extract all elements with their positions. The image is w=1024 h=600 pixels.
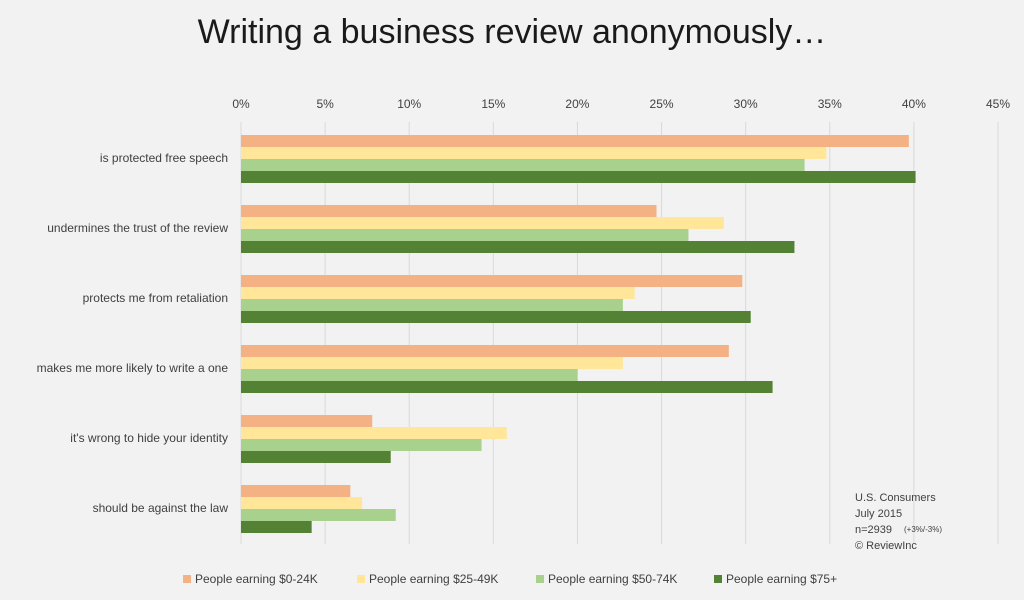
legend-label: People earning $0-24K: [195, 572, 318, 586]
y-tick-label: it's wrong to hide your identity: [70, 431, 228, 445]
x-tick-label: 45%: [986, 97, 1010, 111]
annotation: n=2939: [855, 524, 892, 536]
bar: [241, 345, 729, 357]
legend-swatch: [714, 575, 722, 583]
x-tick-label: 5%: [316, 97, 334, 111]
bar: [241, 427, 507, 439]
x-tick-label: 20%: [565, 97, 589, 111]
x-tick-label: 15%: [481, 97, 505, 111]
legend-label: People earning $75+: [726, 572, 837, 586]
bar: [241, 521, 312, 533]
bar: [241, 241, 795, 253]
bar: [241, 497, 363, 509]
x-tick-label: 0%: [232, 97, 250, 111]
x-tick-label: 40%: [902, 97, 926, 111]
annotation: July 2015: [855, 508, 902, 520]
bar: [241, 357, 623, 369]
x-tick-label: 10%: [397, 97, 421, 111]
x-tick-label: 35%: [818, 97, 842, 111]
legend-swatch: [536, 575, 544, 583]
annotation: (+3%/-3%): [904, 525, 942, 534]
y-tick-label: makes me more likely to write a one: [37, 361, 229, 375]
bar: [241, 381, 773, 393]
bar: [241, 287, 635, 299]
bar: [241, 485, 351, 497]
y-tick-label: should be against the law: [93, 501, 229, 515]
bar: [241, 509, 396, 521]
y-tick-label: protects me from retaliation: [83, 291, 228, 305]
y-tick-label: is protected free speech: [100, 151, 228, 165]
legend-label: People earning $25-49K: [369, 572, 498, 586]
bar: [241, 229, 689, 241]
annotation: U.S. Consumers: [855, 492, 936, 504]
legend-swatch: [357, 575, 365, 583]
bar: [241, 217, 724, 229]
chart-title: Writing a business review anonymously…: [198, 13, 827, 51]
bar: [241, 135, 909, 147]
bar: [241, 369, 578, 381]
y-tick-label: undermines the trust of the review: [47, 221, 228, 235]
bar: [241, 159, 805, 171]
annotation: © ReviewInc: [855, 540, 917, 552]
x-tick-label: 25%: [650, 97, 674, 111]
bar: [241, 439, 482, 451]
bar: [241, 275, 743, 287]
bar: [241, 451, 391, 463]
bar: [241, 299, 623, 311]
bar: [241, 205, 657, 217]
bar: [241, 147, 827, 159]
x-tick-label: 30%: [734, 97, 758, 111]
bar: [241, 415, 373, 427]
bar: [241, 311, 751, 323]
legend-label: People earning $50-74K: [548, 572, 677, 586]
bar: [241, 171, 916, 183]
legend-swatch: [183, 575, 191, 583]
